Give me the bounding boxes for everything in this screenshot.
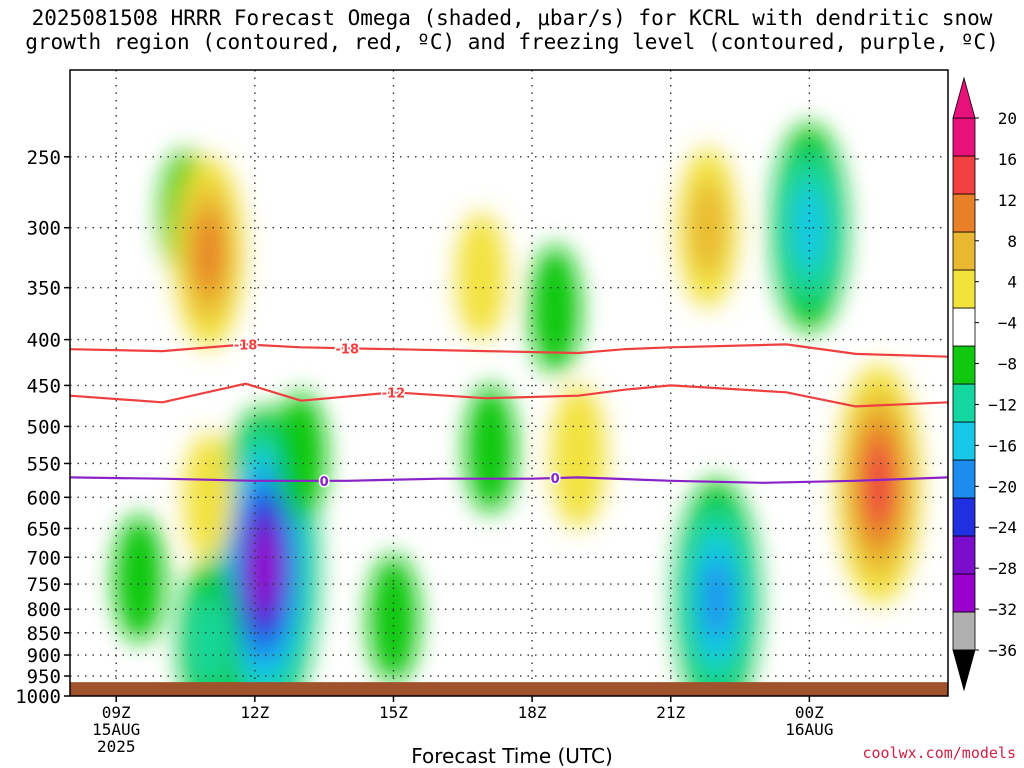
- colorbar-label: −28: [988, 559, 1017, 578]
- x-tick-label: 00Z: [795, 703, 824, 722]
- colorbar-band: [952, 345, 976, 385]
- contour-line--12: [70, 382, 948, 408]
- colorbar-label: 4: [1007, 273, 1017, 292]
- colorbar-label: −8: [998, 355, 1017, 374]
- colorbar-band: [952, 459, 976, 499]
- y-tick-label: 600: [27, 487, 61, 509]
- y-tick-label: 300: [27, 218, 61, 240]
- colorbar-band: [952, 421, 976, 461]
- omega-cell-7: [275, 392, 327, 521]
- colorbar-band: [952, 497, 976, 537]
- colorbar-band: [952, 155, 976, 195]
- temperature-contours: -18 -18 -12 0 0: [70, 337, 948, 491]
- y-tick-label: 800: [27, 599, 61, 621]
- colorbar-label: 20: [998, 109, 1017, 128]
- x-tick-label: 21Z: [656, 703, 685, 722]
- colorbar-label: 12: [998, 191, 1017, 210]
- credit-text: coolwx.com/models: [862, 744, 1016, 762]
- colorbar-min-arrow: [952, 649, 976, 692]
- y-tick-label: 350: [27, 278, 61, 300]
- colorbar-label: 8: [1007, 232, 1017, 251]
- y-tick-label: 550: [27, 453, 61, 475]
- ground-surface: [70, 682, 948, 696]
- colorbar-label: −16: [988, 436, 1017, 455]
- omega-cell-12: [550, 384, 606, 529]
- contour-line-0: [70, 476, 948, 484]
- colorbar-band: [952, 231, 976, 271]
- colorbar: 20 16 12 8 4 −4 −8 −12 −16 −20 −24 −28 −32 −36: [952, 76, 1017, 692]
- colorbar-label: −32: [988, 600, 1017, 619]
- y-tick-label: 700: [27, 547, 61, 569]
- colorbar-band: [952, 307, 976, 347]
- contour-line--18: [70, 343, 948, 358]
- colorbar-band: [952, 269, 976, 309]
- colorbar-band: [952, 383, 976, 423]
- x-tick-label: 15AUG: [92, 720, 140, 739]
- omega-cell-0: [114, 514, 165, 643]
- colorbar-band: [952, 611, 976, 651]
- plot-frame: [69, 69, 949, 697]
- colorbar-band: [952, 193, 976, 233]
- y-tick-label: 400: [27, 330, 61, 352]
- y-tick-label: 450: [27, 375, 61, 397]
- x-tick-label: 15Z: [379, 703, 408, 722]
- colorbar-band: [952, 573, 976, 613]
- colorbar-band: [952, 535, 976, 575]
- omega-cell-4: [193, 211, 224, 294]
- y-tick-label: 500: [27, 416, 61, 438]
- y-tick-label: 750: [27, 574, 61, 596]
- y-tick-label: 650: [27, 518, 61, 540]
- x-tick-label: 12Z: [240, 703, 269, 722]
- contour-label: 0: [551, 472, 560, 487]
- colorbar-label: −24: [988, 518, 1017, 537]
- omega-cell-9: [456, 212, 507, 341]
- omega-cell-2: [253, 536, 275, 601]
- colorbar-label: −36: [988, 641, 1017, 660]
- omega-cell-11: [530, 245, 581, 374]
- contour-label: 0: [320, 475, 329, 490]
- y-axis: 2503003504004505005506006507007508008509…: [15, 147, 70, 708]
- y-tick-label: 250: [27, 147, 61, 169]
- chart-title: 2025081508 HRRR Forecast Omega (shaded, …: [25, 6, 999, 54]
- omega-cell-5: [183, 433, 234, 562]
- contour-label: -18: [336, 342, 360, 357]
- y-tick-label: 950: [27, 666, 61, 688]
- contour-label: -12: [382, 386, 406, 401]
- x-tick-label: 18Z: [518, 703, 547, 722]
- omega-cell-14: [702, 559, 731, 640]
- x-tick-label: 09Z: [102, 703, 131, 722]
- omega-cell-10: [465, 385, 516, 514]
- colorbar-max-arrow: [952, 76, 976, 119]
- x-axis-label: Forecast Time (UTC): [411, 744, 613, 768]
- colorbar-band: [952, 117, 976, 157]
- omega-cell-3: [190, 593, 227, 690]
- colorbar-label: −4: [998, 314, 1017, 333]
- x-tick-label: 2025: [97, 737, 136, 756]
- grid-lines: [70, 70, 948, 683]
- colorbar-label: −12: [988, 395, 1017, 414]
- colorbar-label: 16: [998, 150, 1017, 169]
- contour-label: -18: [234, 338, 258, 353]
- omega-cell-16: [864, 444, 893, 525]
- colorbar-label: −20: [988, 477, 1017, 496]
- y-tick-label: 900: [27, 645, 61, 667]
- y-tick-label: 1000: [15, 686, 61, 708]
- x-tick-label: 16AUG: [785, 720, 833, 739]
- y-tick-label: 850: [27, 623, 61, 645]
